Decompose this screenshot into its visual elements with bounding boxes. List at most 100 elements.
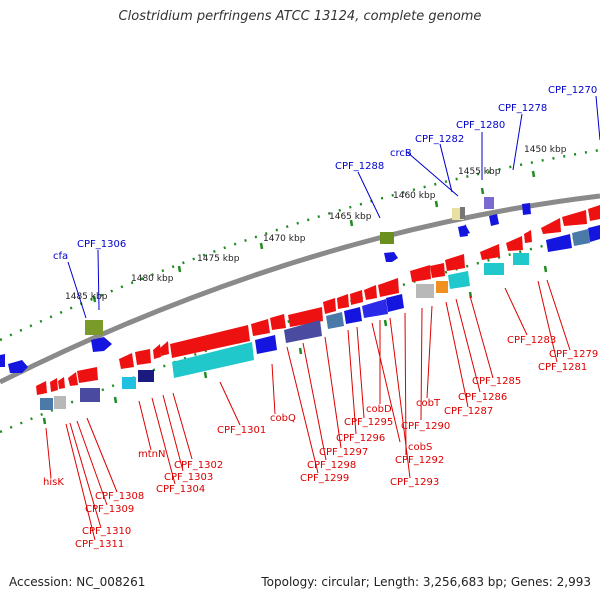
label-cpf-1288[interactable]: CPF_1288	[335, 161, 384, 172]
gene-cpf-1286[interactable]	[506, 236, 523, 251]
gene-cfa[interactable]	[85, 320, 103, 335]
label-cpf-1310[interactable]: CPF_1310	[82, 526, 131, 537]
label-cpf-1306[interactable]: CPF_1306	[77, 239, 126, 250]
gene-cds-f[interactable]	[172, 342, 254, 378]
label-cpf-1298[interactable]: CPF_1298	[307, 460, 356, 471]
label-cobt[interactable]: cobT	[416, 398, 441, 409]
gene-cds-i[interactable]	[326, 312, 344, 329]
gene-cpf-1296[interactable]	[337, 294, 349, 309]
label-cpf-1283[interactable]: CPF_1283	[507, 335, 556, 346]
label-hisk[interactable]: hisK	[43, 477, 64, 488]
gene-cds-e[interactable]	[138, 370, 154, 382]
gene-cds-b[interactable]	[54, 396, 66, 409]
gene-hisk[interactable]	[77, 367, 98, 383]
gene-cds-r[interactable]	[546, 234, 572, 252]
label-cpf-1278[interactable]: CPF_1278	[498, 103, 547, 114]
gene-cpf-1290[interactable]	[430, 263, 445, 278]
label-cpf-1308[interactable]: CPF_1308	[95, 491, 144, 502]
label-cobq[interactable]: cobQ	[270, 413, 296, 424]
gene-cobt[interactable]	[445, 254, 465, 271]
label-cpf-1297[interactable]: CPF_1297	[319, 447, 368, 458]
gene-cobq[interactable]	[251, 319, 270, 336]
gene-cpf-1278b[interactable]	[489, 214, 499, 226]
scale-label: 1455 kbp	[458, 167, 501, 177]
label-cpf-1286[interactable]: CPF_1286	[458, 392, 507, 403]
label-cpf-1282[interactable]: CPF_1282	[415, 134, 464, 145]
label-cpf-1304[interactable]: CPF_1304	[156, 484, 205, 495]
accession-text: Accession: NC_008261	[9, 575, 146, 589]
gene-cds-h[interactable]	[284, 320, 322, 343]
gene-cpf-1282b[interactable]	[460, 207, 465, 219]
label-cpf-1279[interactable]: CPF_1279	[549, 349, 598, 360]
gene-cpf-1292[interactable]	[410, 265, 431, 282]
gene-cpf-1285[interactable]	[524, 230, 532, 243]
label-cpf-1295[interactable]: CPF_1295	[344, 417, 393, 428]
label-cpf-1290[interactable]: CPF_1290	[401, 421, 450, 432]
gene-cpf-1301[interactable]	[170, 325, 250, 358]
gene-cds-o[interactable]	[448, 271, 470, 289]
gene-cds-c[interactable]	[80, 388, 100, 402]
gene-cpf-1299[interactable]	[270, 314, 286, 330]
gene-cpf-1279[interactable]	[588, 205, 600, 221]
label-cpf-1309[interactable]: CPF_1309	[85, 504, 134, 515]
gene-cpf-1297[interactable]	[323, 298, 336, 314]
gene-cpf-1278[interactable]	[484, 197, 494, 209]
gene-cpf-1306[interactable]	[91, 337, 112, 352]
label-cpf-1296[interactable]: CPF_1296	[336, 433, 385, 444]
label-cpf-1292[interactable]: CPF_1292	[395, 455, 444, 466]
gene-cpf-1295[interactable]	[350, 290, 363, 305]
scale-label: 1485 kbp	[65, 292, 108, 302]
label-cpf-1311[interactable]: CPF_1311	[75, 539, 124, 550]
gene-cpf-1288[interactable]	[384, 252, 398, 262]
gene-cds-q[interactable]	[513, 253, 529, 265]
gene-cds-d[interactable]	[122, 377, 136, 389]
gene-cpf-1311[interactable]	[50, 378, 58, 392]
label-cpf-1270[interactable]: CPF_1270	[548, 85, 597, 96]
gene-cpf-1280b[interactable]	[464, 224, 470, 235]
gene-cds-j[interactable]	[344, 307, 362, 324]
gene-cpf-1304[interactable]	[119, 353, 134, 369]
label-cpf-1302[interactable]: CPF_1302	[174, 460, 223, 471]
gene-cpf-1303[interactable]	[135, 349, 151, 365]
label-cpf-1299[interactable]: CPF_1299	[300, 473, 349, 484]
gene-cpf-1283[interactable]	[541, 218, 561, 234]
scale-label: 1480 kbp	[131, 274, 174, 284]
gene-cpf-1287[interactable]	[480, 244, 500, 260]
gene-cds-n[interactable]	[436, 281, 448, 293]
label-cpf-1287[interactable]: CPF_1287	[444, 406, 493, 417]
gene-cobd[interactable]	[364, 285, 377, 300]
gene-cds-a[interactable]	[40, 398, 53, 410]
gene-cpf-1310[interactable]	[36, 381, 47, 395]
gene-cds-m[interactable]	[416, 284, 434, 298]
label-cpf-1303[interactable]: CPF_1303	[164, 472, 213, 483]
gene-left-edge-b[interactable]	[0, 354, 5, 367]
gene-left-edge[interactable]	[8, 360, 28, 373]
label-crcb[interactable]: crcB	[390, 148, 412, 159]
label-cpf-1285[interactable]: CPF_1285	[472, 376, 521, 387]
gene-cds-l[interactable]	[386, 294, 404, 312]
gene-cds-k[interactable]	[362, 299, 388, 318]
gene-crcb[interactable]	[380, 232, 394, 244]
label-cobs[interactable]: cobS	[408, 442, 432, 453]
gene-cds-p[interactable]	[484, 263, 504, 275]
scale-label: 1470 kbp	[263, 234, 306, 244]
gene-cds-s[interactable]	[572, 229, 590, 246]
label-mtnn[interactable]: mtnN	[138, 449, 165, 460]
gene-cpf-1270[interactable]	[522, 203, 531, 215]
label-cpf-1293[interactable]: CPF_1293	[390, 477, 439, 488]
gene-cpf-1281[interactable]	[562, 210, 587, 226]
gene-cpf-1308[interactable]	[68, 372, 78, 386]
gene-mtnn[interactable]	[160, 341, 169, 356]
gene-cpf-1309[interactable]	[58, 377, 65, 389]
label-cfa[interactable]: cfa	[53, 251, 68, 262]
label-cpf-1281[interactable]: CPF_1281	[538, 362, 587, 373]
label-cpf-1280[interactable]: CPF_1280	[456, 120, 505, 131]
label-cobd[interactable]: cobD	[366, 404, 392, 415]
scale-label: 1465 kbp	[329, 212, 372, 222]
gene-cds-t[interactable]	[588, 225, 600, 242]
label-cpf-1301[interactable]: CPF_1301	[217, 425, 266, 436]
gene-cds-g[interactable]	[255, 335, 277, 354]
gene-cobs[interactable]	[378, 278, 399, 297]
gene-cpf-1302[interactable]	[153, 344, 161, 359]
